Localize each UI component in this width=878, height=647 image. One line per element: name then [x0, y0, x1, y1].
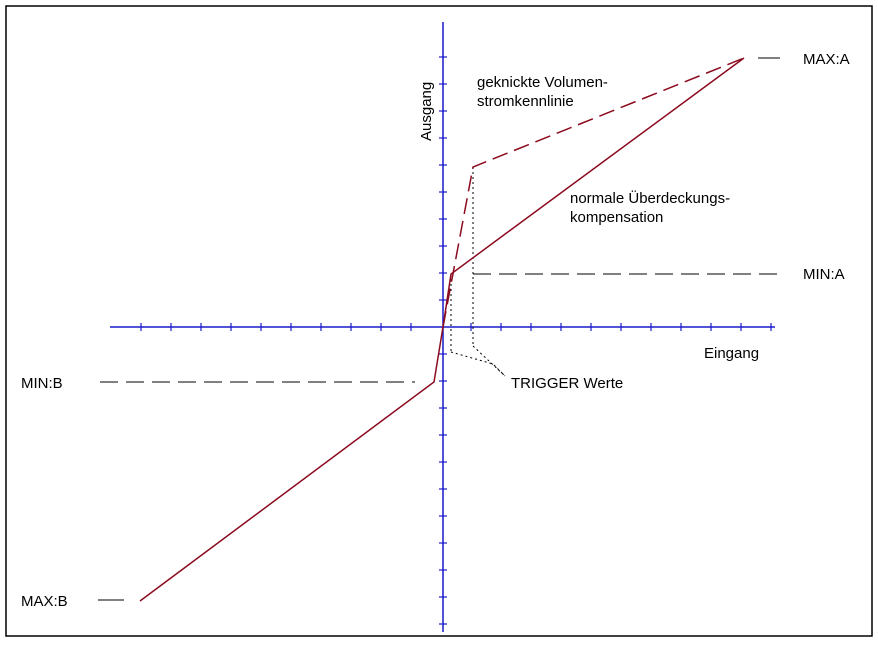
max-a-label: MAX:A [803, 51, 850, 68]
kinked-curve-label-line2: stromkennlinie [477, 93, 574, 110]
x-axis-ticks [140, 323, 772, 331]
normal-curve-label-line2: kompensation [570, 209, 663, 226]
x-axis-label: Eingang [704, 345, 759, 362]
trigger-pointer-b [450, 351, 506, 377]
guide-lines [98, 57, 780, 601]
min-a-label: MIN:A [803, 266, 845, 283]
kinked-volume-flow-curve [442, 57, 745, 328]
y-axis-ticks [439, 56, 447, 625]
trigger-label: TRIGGER Werte [511, 375, 623, 392]
y-axis-label: Ausgang [418, 82, 435, 141]
trigger-pointer-a [472, 345, 506, 377]
kinked-curve-label-line1: geknickte Volumen- [477, 74, 608, 91]
min-b-label: MIN:B [21, 375, 63, 392]
curves [139, 57, 745, 602]
normal-curve-label-line1: normale Überdeckungs- [570, 189, 730, 207]
diagram-border [5, 5, 873, 637]
max-b-label: MAX:B [21, 593, 68, 610]
